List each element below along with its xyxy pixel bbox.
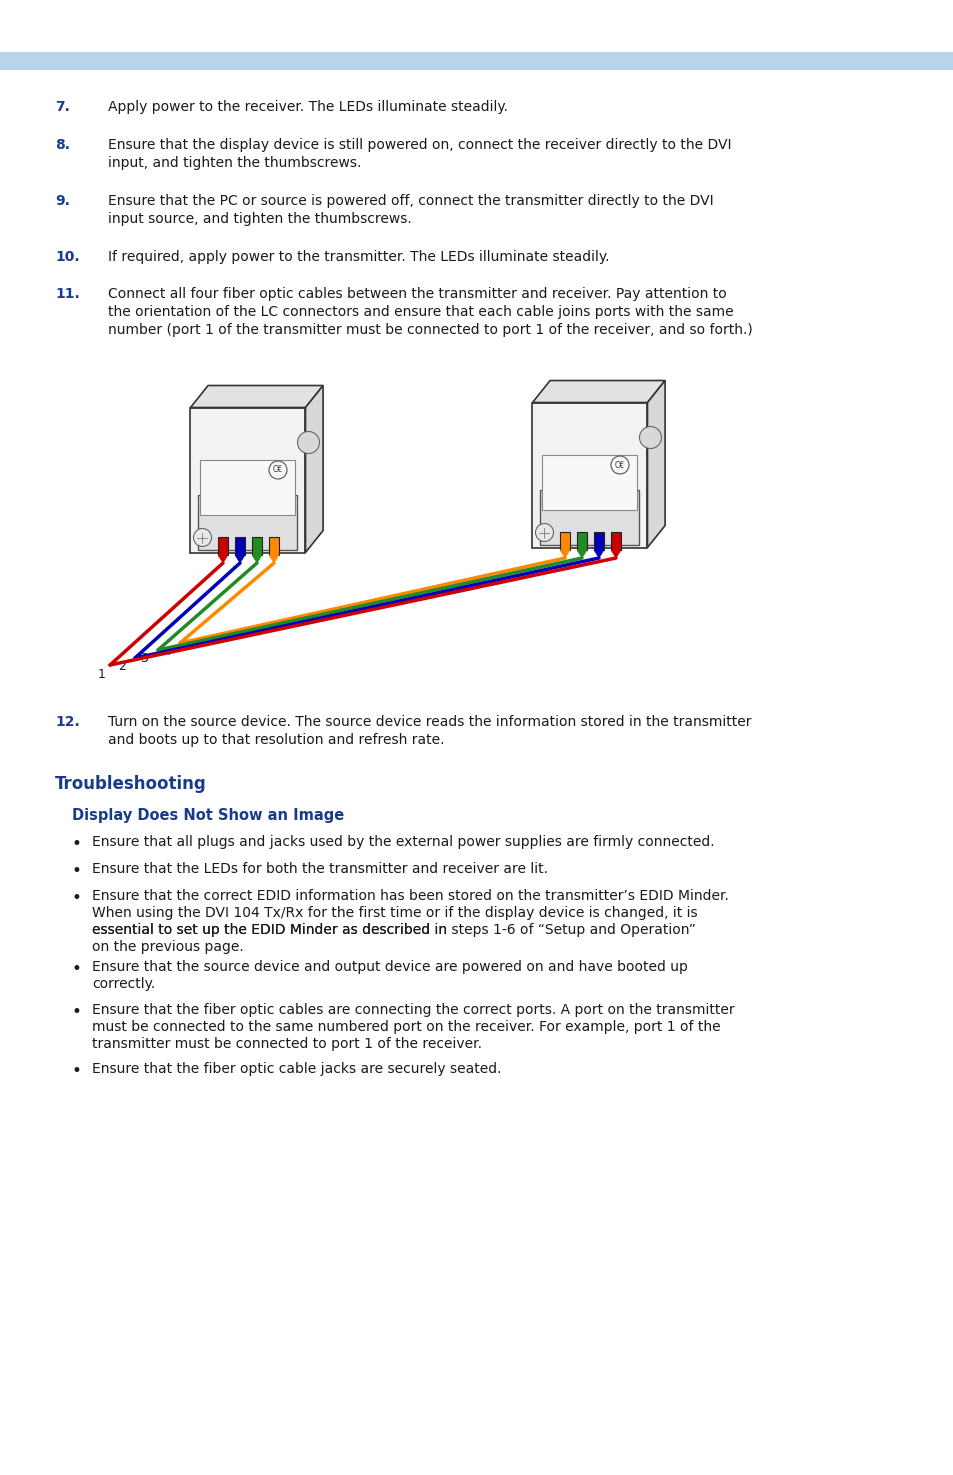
Text: Ensure that the fiber optic cables are connecting the correct ports. A port on t: Ensure that the fiber optic cables are c…: [91, 1003, 734, 1016]
Polygon shape: [269, 537, 278, 555]
Text: Ensure that the PC or source is powered off, connect the transmitter directly to: Ensure that the PC or source is powered …: [108, 195, 713, 208]
Text: 8.: 8.: [55, 139, 70, 152]
Polygon shape: [269, 555, 278, 563]
Text: Ensure that the fiber optic cable jacks are securely seated.: Ensure that the fiber optic cable jacks …: [91, 1062, 501, 1075]
Text: 11.: 11.: [55, 288, 80, 301]
Text: Ensure that the LEDs for both the transmitter and receiver are lit.: Ensure that the LEDs for both the transm…: [91, 861, 547, 876]
Polygon shape: [532, 381, 664, 403]
Text: •: •: [71, 960, 82, 978]
Text: must be connected to the same numbered port on the receiver. For example, port 1: must be connected to the same numbered p…: [91, 1021, 720, 1034]
Text: •: •: [71, 861, 82, 881]
Polygon shape: [647, 381, 664, 547]
Text: 10.: 10.: [55, 249, 79, 264]
Text: 7.: 7.: [55, 100, 70, 114]
Text: Connect all four fiber optic cables between the transmitter and receiver. Pay at: Connect all four fiber optic cables betw…: [108, 288, 726, 301]
Polygon shape: [252, 555, 262, 563]
Text: Ensure that all plugs and jacks used by the external power supplies are firmly c: Ensure that all plugs and jacks used by …: [91, 835, 714, 850]
Text: 12.: 12.: [55, 715, 80, 729]
Polygon shape: [559, 532, 569, 550]
Text: Ensure that the correct EDID information has been stored on the transmitter’s ED: Ensure that the correct EDID information…: [91, 889, 728, 903]
Polygon shape: [559, 550, 569, 558]
Circle shape: [297, 432, 319, 453]
Text: correctly.: correctly.: [91, 976, 155, 991]
Circle shape: [639, 426, 660, 448]
Text: essential to set up the EDID Minder as described in: essential to set up the EDID Minder as d…: [91, 923, 451, 937]
Polygon shape: [577, 550, 586, 558]
Polygon shape: [305, 385, 323, 553]
Text: input, and tighten the thumbscrews.: input, and tighten the thumbscrews.: [108, 156, 361, 170]
Polygon shape: [610, 532, 620, 550]
Text: C€: C€: [615, 460, 624, 469]
FancyBboxPatch shape: [542, 454, 637, 510]
Text: 1: 1: [98, 668, 106, 681]
Text: 2: 2: [118, 659, 126, 673]
Text: Turn on the source device. The source device reads the information stored in the: Turn on the source device. The source de…: [108, 715, 751, 729]
Polygon shape: [577, 532, 586, 550]
Text: Ensure that the display device is still powered on, connect the receiver directl: Ensure that the display device is still …: [108, 139, 731, 152]
Circle shape: [535, 524, 553, 541]
Text: •: •: [71, 835, 82, 853]
Text: •: •: [71, 889, 82, 907]
Polygon shape: [198, 496, 297, 550]
Text: Apply power to the receiver. The LEDs illuminate steadily.: Apply power to the receiver. The LEDs il…: [108, 100, 507, 114]
Text: Ensure that the source device and output device are powered on and have booted u: Ensure that the source device and output…: [91, 960, 687, 974]
Polygon shape: [234, 537, 245, 555]
Text: •: •: [71, 1003, 82, 1021]
Text: transmitter must be connected to port 1 of the receiver.: transmitter must be connected to port 1 …: [91, 1037, 481, 1052]
Polygon shape: [234, 555, 245, 563]
Text: the orientation of the LC connectors and ensure that each cable joins ports with: the orientation of the LC connectors and…: [108, 305, 733, 319]
Text: Display Does Not Show an Image: Display Does Not Show an Image: [71, 808, 344, 823]
Text: If required, apply power to the transmitter. The LEDs illuminate steadily.: If required, apply power to the transmit…: [108, 249, 609, 264]
Text: Troubleshooting: Troubleshooting: [55, 774, 207, 794]
Text: 9.: 9.: [55, 195, 70, 208]
FancyBboxPatch shape: [200, 460, 295, 515]
FancyBboxPatch shape: [0, 52, 953, 69]
Polygon shape: [532, 403, 647, 547]
Polygon shape: [594, 532, 603, 550]
Text: essential to set up the EDID Minder as described in steps 1-6 of “Setup and Oper: essential to set up the EDID Minder as d…: [91, 923, 695, 937]
Text: 3: 3: [140, 652, 148, 665]
Polygon shape: [191, 407, 305, 553]
Text: on the previous page.: on the previous page.: [91, 940, 244, 954]
Polygon shape: [610, 550, 620, 558]
Circle shape: [193, 528, 212, 547]
Text: and boots up to that resolution and refresh rate.: and boots up to that resolution and refr…: [108, 733, 444, 746]
Polygon shape: [218, 555, 228, 563]
Text: C€: C€: [273, 466, 283, 475]
Text: number (port 1 of the transmitter must be connected to port 1 of the receiver, a: number (port 1 of the transmitter must b…: [108, 323, 752, 336]
Polygon shape: [594, 550, 603, 558]
Text: •: •: [71, 1062, 82, 1080]
Text: 4: 4: [163, 645, 171, 658]
Polygon shape: [540, 490, 639, 544]
Polygon shape: [218, 537, 228, 555]
Text: When using the DVI 104 Tx/Rx for the first time or if the display device is chan: When using the DVI 104 Tx/Rx for the fir…: [91, 906, 697, 920]
Polygon shape: [252, 537, 262, 555]
Polygon shape: [191, 385, 323, 407]
Text: input source, and tighten the thumbscrews.: input source, and tighten the thumbscrew…: [108, 212, 412, 226]
